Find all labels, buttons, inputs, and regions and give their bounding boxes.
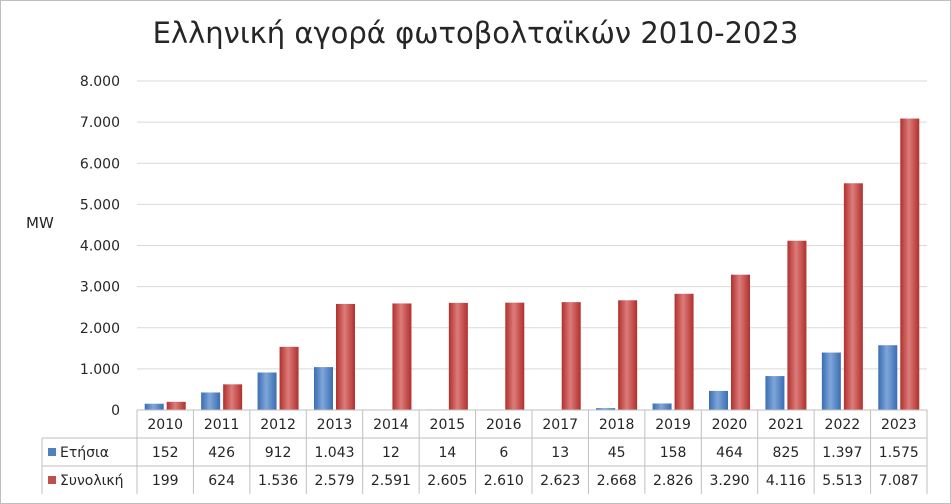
x-category-label: 2016	[486, 417, 522, 433]
data-table-value: 2.591	[371, 473, 411, 489]
data-table-value: 912	[265, 445, 292, 461]
bar-annual	[201, 392, 221, 410]
bar-annual	[878, 345, 898, 410]
data-table-value: 199	[152, 473, 179, 489]
x-category-label: 2023	[881, 417, 917, 433]
x-category-label: 2010	[147, 417, 183, 433]
series-name: Ετήσια	[60, 445, 109, 461]
y-tick-label: 8.000	[80, 74, 120, 90]
bar-cumulative	[900, 118, 920, 411]
bar-cumulative	[674, 293, 694, 410]
y-tick-label: 5.000	[80, 197, 120, 213]
data-table-value: 158	[660, 445, 687, 461]
bar-annual	[765, 376, 785, 410]
y-tick-label: 2.000	[80, 321, 120, 337]
x-category-label: 2013	[317, 417, 353, 433]
bar-annual	[652, 403, 672, 410]
bar-cumulative	[505, 302, 525, 410]
x-category-label: 2017	[542, 417, 578, 433]
data-table-value: 3.290	[709, 473, 749, 489]
bar-cumulative	[336, 303, 355, 410]
data-table-value: 426	[208, 445, 235, 461]
data-table-value: 12	[382, 445, 400, 461]
bar-cumulative	[392, 303, 412, 410]
bar-annual	[257, 372, 277, 410]
x-category-label: 2022	[825, 417, 861, 433]
bar-cumulative	[843, 183, 863, 410]
data-table-value: 825	[773, 445, 800, 461]
x-category-label: 2020	[712, 417, 748, 433]
bar-cumulative	[279, 346, 299, 410]
data-table-value: 7.087	[879, 473, 919, 489]
data-table-value: 624	[208, 473, 235, 489]
data-table-value: 2.668	[597, 473, 637, 489]
bar-cumulative	[561, 302, 581, 410]
data-table-value: 6	[499, 445, 508, 461]
data-table-value: 2.826	[653, 473, 693, 489]
bar-cumulative	[448, 302, 468, 410]
bar-cumulative	[787, 240, 807, 410]
y-tick-label: 1.000	[80, 362, 120, 378]
y-axis-label: MW	[26, 214, 54, 232]
data-table-value: 1.536	[258, 473, 298, 489]
legend-key	[48, 448, 56, 456]
bar-annual	[821, 352, 841, 410]
bar-annual	[709, 390, 728, 410]
bar-cumulative	[731, 274, 750, 410]
data-table-value: 14	[438, 445, 456, 461]
x-category-label: 2014	[373, 417, 409, 433]
y-tick-label: 3.000	[80, 280, 120, 296]
data-table-value: 5.513	[822, 473, 862, 489]
legend-key	[48, 476, 56, 484]
data-table-value: 4.116	[766, 473, 806, 489]
data-table-value: 464	[716, 445, 743, 461]
x-category-label: 2011	[204, 417, 240, 433]
data-table-value: 1.575	[879, 445, 919, 461]
x-category-label: 2015	[430, 417, 466, 433]
x-category-label: 2018	[599, 417, 635, 433]
data-table-value: 2.610	[484, 473, 524, 489]
x-category-label: 2012	[260, 417, 296, 433]
y-tick-label: 6.000	[80, 156, 120, 172]
y-tick-label: 4.000	[80, 239, 120, 255]
series-name: Συνολική	[60, 473, 123, 489]
bar-cumulative	[618, 300, 638, 410]
data-table-value: 2.605	[427, 473, 467, 489]
data-table-value: 45	[608, 445, 626, 461]
bar-annual	[596, 408, 616, 410]
bar-cumulative	[166, 401, 186, 410]
y-tick-label: 0	[111, 403, 120, 419]
x-category-label: 2019	[655, 417, 691, 433]
chart-title: Ελληνική αγορά φωτοβολταϊκών 2010-2023	[152, 16, 799, 50]
data-table-value: 1.043	[314, 445, 354, 461]
data-table-value: 2.579	[314, 473, 354, 489]
y-tick-label: 7.000	[80, 115, 120, 131]
x-category-label: 2021	[768, 417, 804, 433]
data-table-value: 152	[152, 445, 179, 461]
bar-annual	[144, 403, 164, 410]
data-table-value: 2.623	[540, 473, 580, 489]
bar-cumulative	[223, 384, 243, 410]
data-table-value: 13	[551, 445, 569, 461]
bar-annual	[314, 367, 333, 410]
data-table-value: 1.397	[822, 445, 862, 461]
